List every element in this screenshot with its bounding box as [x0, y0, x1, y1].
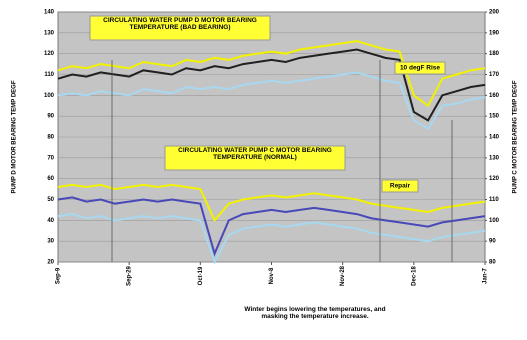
annotation: CIRCULATING WATER PUMP D MOTOR BEARING T…	[103, 17, 257, 31]
series-line	[57, 40, 486, 108]
y-tick-label: 110	[44, 72, 54, 78]
annotation: Winter begins lowering the temperatures,…	[244, 306, 386, 320]
y2-tick-label: 100	[489, 218, 500, 224]
y-tick-label: 100	[44, 93, 55, 99]
y-tick-label: 60	[47, 176, 54, 182]
y-tick-label: 40	[47, 218, 54, 224]
y-tick-label: 20	[47, 260, 54, 266]
y-tick-label: 90	[47, 114, 54, 120]
annotation: CIRCULATING WATER PUMP C MOTOR BEARING T…	[178, 147, 332, 161]
y2-tick-label: 110	[489, 197, 499, 203]
y2-tick-label: 130	[489, 155, 500, 161]
y2-tick-label: 80	[489, 260, 496, 266]
annotation-text: CIRCULATING WATER PUMP D MOTOR BEARING T…	[103, 17, 257, 31]
x-tick-label: Jan-7	[483, 268, 489, 284]
annotation-box	[394, 61, 446, 75]
y2-tick-label: 150	[489, 114, 500, 120]
y-tick-label: 130	[44, 30, 55, 36]
y2-tick-label: 90	[489, 239, 496, 245]
y2-tick-label: 160	[489, 93, 500, 99]
x-tick-label: Nov-28	[340, 265, 346, 286]
y-tick-label: 70	[47, 155, 54, 161]
y2-tick-label: 140	[489, 135, 500, 141]
series-line	[57, 183, 486, 223]
annotation-text: CIRCULATING WATER PUMP C MOTOR BEARING T…	[178, 147, 332, 161]
annotation-text: Winter begins lowering the temperatures,…	[244, 306, 386, 320]
annotation-box	[164, 145, 346, 171]
x-tick-label: Nov-8	[269, 267, 275, 284]
y-tick-label: 50	[47, 197, 54, 203]
y-axis-label: PUMP D MOTOR BEARING TEMP DEGF	[12, 80, 18, 193]
annotation-box	[89, 15, 271, 41]
annotation-box	[381, 179, 419, 193]
y-tick-label: 30	[47, 239, 54, 245]
y2-tick-label: 190	[489, 30, 500, 36]
y2-tick-label: 120	[489, 176, 500, 182]
annotation: 10 degF Rise	[400, 65, 440, 72]
y2-tick-label: 170	[489, 72, 500, 78]
y-tick-label: 80	[47, 135, 54, 141]
y2-tick-label: 180	[489, 51, 500, 57]
series-line	[57, 196, 486, 257]
series-line	[57, 213, 486, 265]
y-tick-label: 140	[44, 10, 55, 16]
y-tick-label: 120	[44, 51, 55, 57]
y2-axis-label: PUMP C MOTOR BEARING TEMP DEGF	[513, 80, 519, 193]
series-line	[57, 48, 486, 122]
x-tick-label: Sep-9	[56, 267, 62, 284]
x-tick-label: Sep-29	[127, 266, 133, 286]
y2-tick-label: 200	[489, 10, 500, 16]
series-line	[57, 71, 486, 131]
x-tick-label: Dec-18	[411, 266, 417, 286]
annotation: Repair	[390, 183, 411, 190]
x-tick-label: Oct-19	[198, 266, 204, 285]
